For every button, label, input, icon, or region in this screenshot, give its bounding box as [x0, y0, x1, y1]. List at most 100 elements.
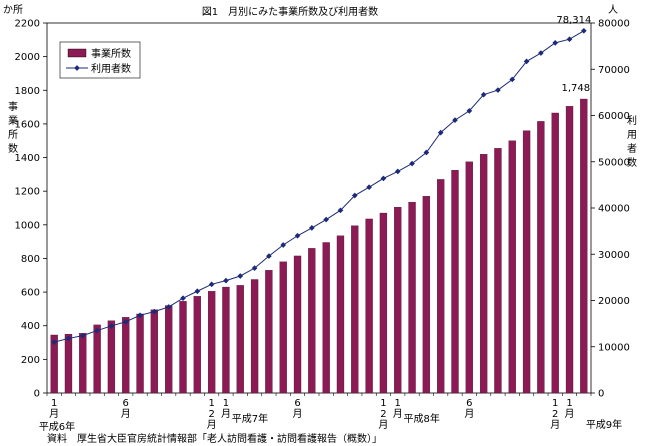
bar [107, 320, 116, 394]
right-axis-label-char: 利 [627, 115, 637, 127]
line-point [566, 36, 573, 43]
bar [64, 333, 73, 394]
x-tick-label-char: 1 [51, 398, 57, 409]
line-point [495, 87, 501, 93]
bar [179, 301, 187, 394]
line-point [223, 277, 229, 284]
bar [465, 161, 473, 394]
line-point [266, 253, 272, 259]
bar [222, 286, 230, 394]
x-tick-label-char: 2 [552, 409, 558, 420]
line-point [394, 168, 401, 175]
left-axis-label-char: 数 [8, 142, 18, 155]
legend-line-label: 利用者数 [91, 62, 131, 75]
line-point [122, 318, 129, 325]
bar [279, 261, 287, 394]
bar [265, 270, 273, 394]
line-point [323, 216, 329, 223]
right-tick-label: 40000 [598, 204, 630, 215]
left-axis-ticks: 0 200 400 600 800 1000 1200 1400 1600 1800 2000 220… [15, 19, 47, 400]
line-point [380, 175, 387, 182]
x-tick-label-char: 2 [208, 409, 214, 420]
bar [494, 148, 502, 394]
bar [250, 279, 259, 394]
line-point [94, 327, 100, 334]
legend-line-marker [74, 65, 80, 71]
left-tick-label: 1600 [15, 119, 40, 130]
x-tick-label-char: 1 [380, 398, 386, 409]
bar [322, 242, 330, 394]
line-point [280, 242, 287, 248]
year-label: 平成6年 [39, 420, 75, 433]
line-point [151, 308, 158, 315]
source-note: 資料 厚生省大臣官房統計情報部「老人訪問看護・訪問看護報告（概数）」 [47, 432, 382, 445]
line-point [366, 184, 372, 191]
bar [508, 140, 516, 394]
right-tick-label: 60000 [598, 111, 630, 122]
line-point [480, 91, 487, 98]
right-axis-unit: 人 [608, 4, 618, 16]
bar [394, 207, 402, 394]
line-path [54, 30, 585, 343]
left-tick-label: 600 [21, 288, 40, 299]
x-tick-label-char: 月 [293, 408, 303, 420]
x-tick-label-char: 月 [49, 408, 59, 420]
left-tick-label: 400 [21, 321, 40, 332]
bar [565, 106, 574, 394]
x-tick-label-char: 月 [207, 419, 217, 431]
bar [207, 291, 216, 394]
line-point [552, 40, 559, 46]
bar [79, 333, 87, 394]
x-tick-label-char: 月 [550, 419, 560, 431]
right-tick-label: 0 [598, 389, 604, 400]
line-point [581, 27, 587, 34]
x-tick-label-char: 6 [294, 398, 300, 409]
right-axis-label-char: 数 [627, 156, 637, 169]
x-tick-label-char: 月 [378, 419, 388, 431]
left-tick-label: 2200 [15, 19, 40, 30]
bar [351, 225, 359, 394]
right-axis-ticks: 0 10000 20000 30000 40000 50000 60000 70000 8000… [591, 19, 630, 400]
line-point [108, 323, 115, 329]
bar [537, 121, 545, 394]
left-axis-label-char: 所 [8, 129, 18, 141]
x-tick-label-char: 1 [552, 398, 558, 409]
left-tick-label: 1400 [15, 153, 40, 164]
x-tick-label-char: 月 [464, 408, 474, 420]
x-tick-label-char: 1 [395, 398, 401, 409]
x-tick-label-char: 月 [565, 408, 575, 420]
bar [308, 248, 316, 394]
bar [193, 296, 201, 394]
bar [336, 235, 345, 394]
bar [408, 201, 416, 394]
left-tick-label: 0 [34, 389, 40, 400]
x-tick-label-char: 1 [223, 398, 229, 409]
bar [293, 255, 302, 394]
legend-bar-label: 事業所数 [91, 47, 131, 60]
bar [422, 196, 431, 394]
line-point [437, 129, 444, 136]
line-point [337, 207, 344, 214]
left-axis-label: 事業所数 [8, 100, 18, 155]
line-point [523, 58, 530, 65]
line-point [79, 332, 86, 339]
right-tick-label: 10000 [598, 342, 630, 353]
bar [437, 179, 445, 394]
line-series [51, 27, 587, 345]
chart-title: 図1 月別にみた事業所数及び利用者数 [202, 5, 378, 18]
bar [165, 305, 173, 394]
bar [479, 154, 488, 394]
left-tick-label: 1800 [15, 86, 40, 97]
bar [122, 317, 130, 394]
left-axis-label-char: 業 [8, 114, 18, 127]
left-axis-label-char: 事 [8, 100, 18, 113]
right-tick-label: 70000 [598, 65, 630, 76]
left-axis-unit: か所 [3, 4, 23, 16]
line-point [452, 117, 458, 123]
line-point [538, 50, 544, 56]
last-line-data-label: 78,314 [556, 15, 591, 26]
left-tick-label: 800 [21, 254, 40, 265]
x-tick-label-char: 月 [393, 408, 403, 420]
x-tick-label-char: 6 [466, 398, 472, 409]
